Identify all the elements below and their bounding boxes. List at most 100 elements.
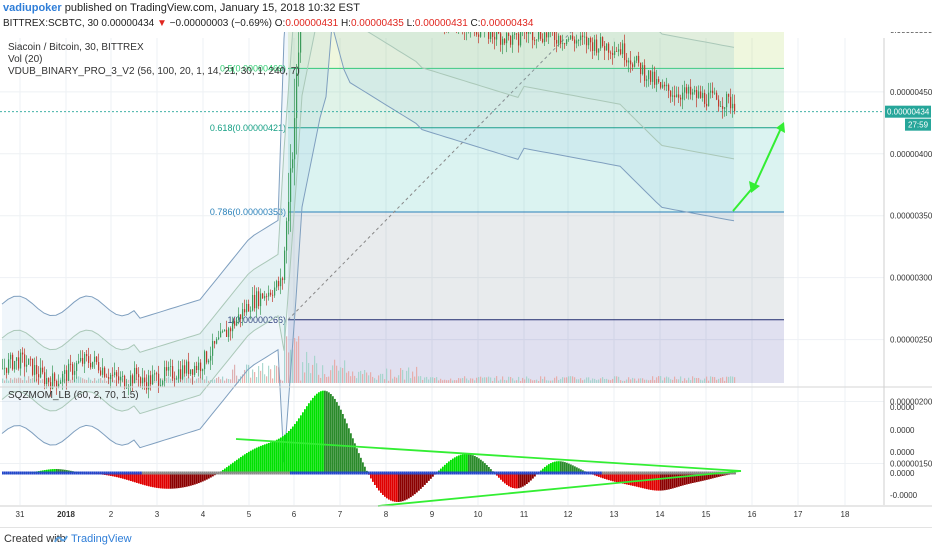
squeeze-dot xyxy=(538,472,540,475)
candle-body xyxy=(278,281,279,286)
volume-bar xyxy=(264,374,265,383)
volume-bar xyxy=(424,377,425,383)
candle-body xyxy=(226,330,227,337)
volume-bar xyxy=(302,362,303,383)
squeeze-dot xyxy=(140,472,142,475)
squeeze-dot xyxy=(52,472,54,475)
candle-body xyxy=(222,331,223,332)
squeeze-dot xyxy=(260,472,262,475)
squeeze-dot xyxy=(380,472,382,475)
candle-body xyxy=(200,363,201,372)
candle-body xyxy=(124,376,125,388)
squeeze-dot xyxy=(470,472,472,475)
volume-bar xyxy=(600,378,601,383)
squeeze-dot xyxy=(368,472,370,475)
momentum-bar xyxy=(236,460,238,473)
candle-body xyxy=(578,40,579,41)
squeeze-dot xyxy=(388,472,390,475)
volume-bar xyxy=(350,376,351,383)
chart-title[interactable]: Siacoin / Bitcoin, 30, BITTREX xyxy=(8,42,144,54)
candle-body xyxy=(116,372,117,376)
squeeze-dot xyxy=(104,472,106,475)
candle-body xyxy=(42,368,43,373)
volume-bar xyxy=(446,380,447,383)
squeeze-dot xyxy=(524,472,526,475)
volume-bar xyxy=(258,366,259,383)
time-tick-label: 31 xyxy=(16,510,25,519)
volume-bar xyxy=(314,356,315,383)
time-tick-label: 9 xyxy=(430,510,435,519)
volume-bar xyxy=(354,376,355,383)
squeeze-dot xyxy=(422,472,424,475)
squeeze-dot xyxy=(578,472,580,475)
indicator-legend[interactable]: VDUB_BINARY_PRO_3_V2 (56, 100, 20, 1, 14… xyxy=(8,66,300,78)
squeeze-dot xyxy=(416,472,418,475)
candle-body xyxy=(602,37,603,46)
candle-body xyxy=(6,368,7,373)
volume-bar xyxy=(474,380,475,383)
tradingview-link[interactable]: TradingView xyxy=(71,533,132,545)
volume-bar xyxy=(654,380,655,383)
squeeze-dot xyxy=(620,472,622,475)
volume-legend[interactable]: Vol (20) xyxy=(8,54,42,66)
momentum-bar xyxy=(424,473,426,485)
momentum-bar xyxy=(260,446,262,473)
squeeze-dot xyxy=(258,472,260,475)
volume-bar xyxy=(274,365,275,383)
squeeze-dot xyxy=(74,472,76,475)
squeeze-dot xyxy=(440,472,442,475)
volume-bar xyxy=(334,360,335,383)
momentum-bar xyxy=(316,394,318,473)
volume-bar xyxy=(448,380,449,383)
volume-bar xyxy=(380,374,381,383)
volume-bar xyxy=(628,377,629,383)
price-tick-label: 0.00000350 xyxy=(890,212,932,221)
squeeze-dot xyxy=(28,472,30,475)
candle-body xyxy=(26,365,27,367)
time-tick-label: 2 xyxy=(109,510,114,519)
candle-body xyxy=(718,100,719,107)
squeeze-dot xyxy=(626,472,628,475)
squeeze-dot xyxy=(200,472,202,475)
squeeze-dot xyxy=(574,472,576,475)
candle-body xyxy=(634,61,635,67)
candle-body xyxy=(566,39,567,44)
squeeze-dot xyxy=(622,472,624,475)
momentum-bar xyxy=(304,409,306,473)
momentum-bar xyxy=(176,473,178,488)
chart-canvas[interactable]: 0(0.00000673)0.236(0.00000577)0.382(0.00… xyxy=(0,32,932,524)
momentum-bar xyxy=(684,473,686,485)
volume-bar xyxy=(484,377,485,383)
volume-bar xyxy=(260,371,261,383)
squeeze-dot xyxy=(34,472,36,475)
squeeze-dot xyxy=(98,472,100,475)
candle-body xyxy=(520,32,521,45)
squeeze-dot xyxy=(548,472,550,475)
squeeze-dot xyxy=(468,472,470,475)
momentum-bar xyxy=(278,439,280,473)
squeeze-dot xyxy=(398,472,400,475)
volume-bar xyxy=(724,381,725,383)
squeeze-dot xyxy=(126,472,128,475)
squeeze-dot xyxy=(42,472,44,475)
chart-area[interactable]: 0(0.00000673)0.236(0.00000577)0.382(0.00… xyxy=(0,32,932,524)
squeeze-dot xyxy=(584,472,586,475)
squeeze-dot xyxy=(336,472,338,475)
momentum-bar xyxy=(552,462,554,473)
candle-body xyxy=(204,351,205,369)
momentum-bar xyxy=(140,473,142,484)
oscillator-legend[interactable]: SQZMOM_LB (60, 2, 70, 1.5) xyxy=(8,390,139,402)
squeeze-dot xyxy=(500,472,502,475)
volume-bar xyxy=(308,363,309,383)
squeeze-dot xyxy=(76,472,78,475)
squeeze-dot xyxy=(68,472,70,475)
momentum-bar xyxy=(474,456,476,473)
candle-body xyxy=(164,367,165,381)
candle-body xyxy=(618,49,619,51)
volume-bar xyxy=(450,379,451,383)
candle-body xyxy=(38,374,39,377)
squeeze-dot xyxy=(182,472,184,475)
squeeze-dot xyxy=(244,472,246,475)
candle-body xyxy=(158,374,159,386)
author-link[interactable]: vadiupoker xyxy=(3,2,62,14)
